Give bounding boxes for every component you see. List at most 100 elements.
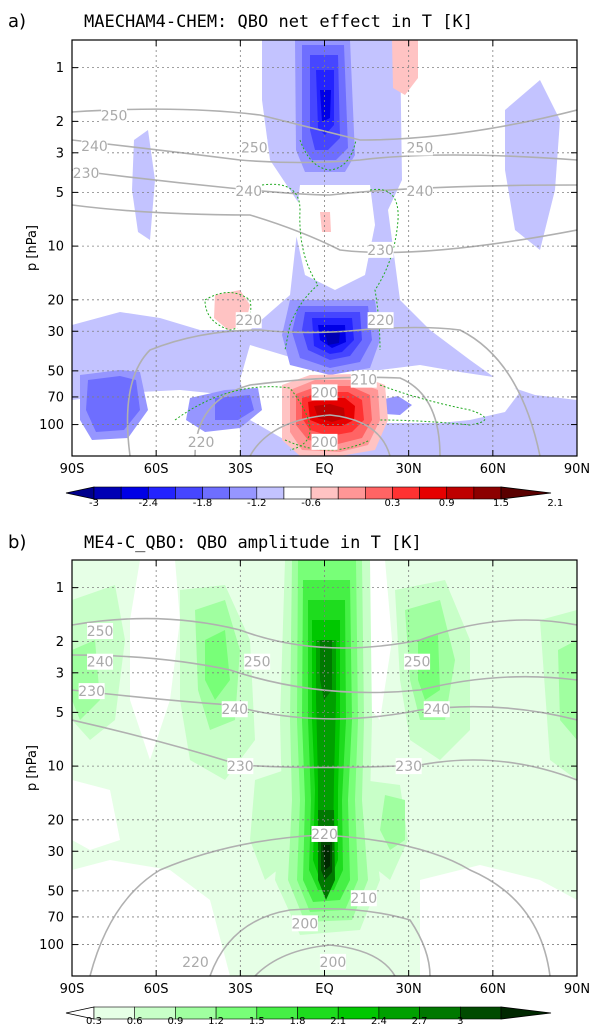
contour-label: 230	[78, 684, 105, 700]
y-tick-label: 50	[47, 884, 64, 899]
y-tick-label: 2	[56, 115, 64, 130]
contour-label: 240	[87, 655, 114, 671]
contour-label-bg	[73, 165, 100, 182]
x-tick-label: 60N	[480, 462, 506, 477]
y-axis-label-b: p [hPa]	[25, 745, 40, 791]
y-axis-label-a: p [hPa]	[25, 225, 40, 271]
contour-label-bg	[319, 953, 346, 970]
y-tick-label: 5	[56, 186, 64, 201]
contour-label: 220	[311, 827, 338, 843]
panel-a: a) MAECHAM4-CHEM: QBO net effect in T [K…	[8, 11, 590, 509]
contour-label-bg	[291, 915, 318, 932]
contour-label-bg	[235, 312, 262, 329]
contour-label: 200	[311, 435, 338, 451]
contour-label: 210	[350, 891, 377, 907]
colorbar-label: 2.1	[547, 498, 563, 509]
contour-label: 230	[73, 166, 100, 182]
contour-label-bg	[367, 241, 394, 258]
y-tick-label: 2	[56, 635, 64, 650]
contour-label-bg	[235, 182, 262, 199]
contour-label: 220	[367, 313, 394, 329]
colorbar-label: -1.8	[193, 498, 213, 509]
colorbar-label: -1.2	[247, 498, 267, 509]
y-tick-label: 3	[56, 666, 64, 681]
y-tick-label: 100	[39, 938, 64, 953]
colorbar-label: 3	[457, 1016, 463, 1025]
contour-label: 250	[101, 108, 128, 124]
x-tick-label: 60S	[144, 982, 169, 997]
contour-label: 250	[407, 140, 434, 156]
contour-label: 240	[221, 702, 248, 718]
colorbar-swatch	[337, 486, 366, 500]
panel-label-a: a)	[8, 11, 26, 32]
colorbar-label: 1.2	[208, 1016, 224, 1025]
colorbar-label: 0.9	[439, 498, 455, 509]
contour-label: 240	[81, 139, 108, 155]
y-tick-label: 10	[47, 760, 64, 775]
contour-label-bg	[182, 953, 209, 970]
colorbar-label: 1.5	[249, 1016, 265, 1025]
x-tick-label: 90N	[564, 982, 590, 997]
colorbar-swatch	[459, 1006, 502, 1020]
grid-a	[72, 40, 577, 456]
x-tick-label: 30S	[228, 462, 253, 477]
contour-label: 240	[235, 184, 262, 200]
y-tick-label: 3	[56, 146, 64, 161]
colorbar-label: 1.8	[290, 1016, 306, 1025]
contour-label: 230	[367, 243, 394, 259]
contour-label: 200	[291, 916, 318, 932]
contour-label-bg	[406, 139, 433, 156]
contour-label: 200	[320, 955, 347, 971]
contour-label-bg	[423, 701, 450, 718]
contour-field-a	[72, 40, 577, 456]
colorbar-arrow-high	[500, 486, 552, 500]
contour-label-bg	[188, 433, 215, 450]
contour-label-bg	[404, 653, 431, 670]
y-tick-label: 10	[47, 240, 64, 255]
colorbar-label: -0.6	[301, 498, 321, 509]
colorbar-label: 0.3	[86, 1016, 102, 1025]
contour-label-bg	[406, 182, 433, 199]
y-tick-label: 100	[39, 418, 64, 433]
y-tick-label: 30	[47, 325, 64, 340]
contour-label-bg	[78, 683, 105, 700]
panel-label-b: b)	[8, 532, 26, 553]
contour-label-bg	[311, 433, 338, 450]
contour-label: 230	[227, 759, 254, 775]
contour-label: 200	[311, 385, 338, 401]
x-tick-label: EQ	[315, 462, 333, 477]
y-tick-label: 20	[47, 293, 64, 308]
contour-label-bg	[367, 312, 394, 329]
y-tick-label: 20	[47, 813, 64, 828]
contour-label: 230	[395, 759, 422, 775]
contour-label-bg	[87, 653, 114, 670]
contour-label: 250	[87, 624, 114, 640]
y-tick-label: 30	[47, 845, 64, 860]
contour-label: 220	[182, 955, 209, 971]
contour-label-bg	[350, 371, 377, 388]
contour-label-bg	[87, 623, 114, 640]
contour-label: 240	[407, 184, 434, 200]
x-tick-label: 30S	[228, 982, 253, 997]
y-tick-label: 70	[47, 910, 64, 925]
colorbar-label: 0.3	[385, 498, 401, 509]
x-tick-label: 60S	[144, 462, 169, 477]
colorbar-label: -2.4	[139, 498, 159, 509]
contour-label-bg	[221, 701, 248, 718]
grid-b	[72, 560, 577, 976]
contour-field-b	[72, 560, 577, 976]
colorbar-label: 0.9	[167, 1016, 183, 1025]
y-tick-label: 50	[47, 364, 64, 379]
colorbar-arrow-high	[500, 1006, 552, 1020]
contour-labels-a: 250 240 230 250 250 240 240 230 220 220 210 200 220 2…	[73, 107, 434, 451]
contour-labels-b: 250 240 230 250 250 240 240 230 230 220 210 200 220 2…	[78, 623, 450, 971]
contour-label: 240	[423, 702, 450, 718]
x-tick-label: 90S	[60, 982, 85, 997]
x-tick-label: 90S	[60, 462, 85, 477]
chart-title-a: MAECHAM4-CHEM: QBO net effect in T [K]	[84, 12, 473, 32]
x-tick-label: 60N	[480, 982, 506, 997]
contour-label-bg	[311, 384, 338, 401]
contour-label-bg	[241, 139, 268, 156]
contour-label: 210	[350, 373, 377, 389]
contour-label: 250	[404, 655, 431, 671]
